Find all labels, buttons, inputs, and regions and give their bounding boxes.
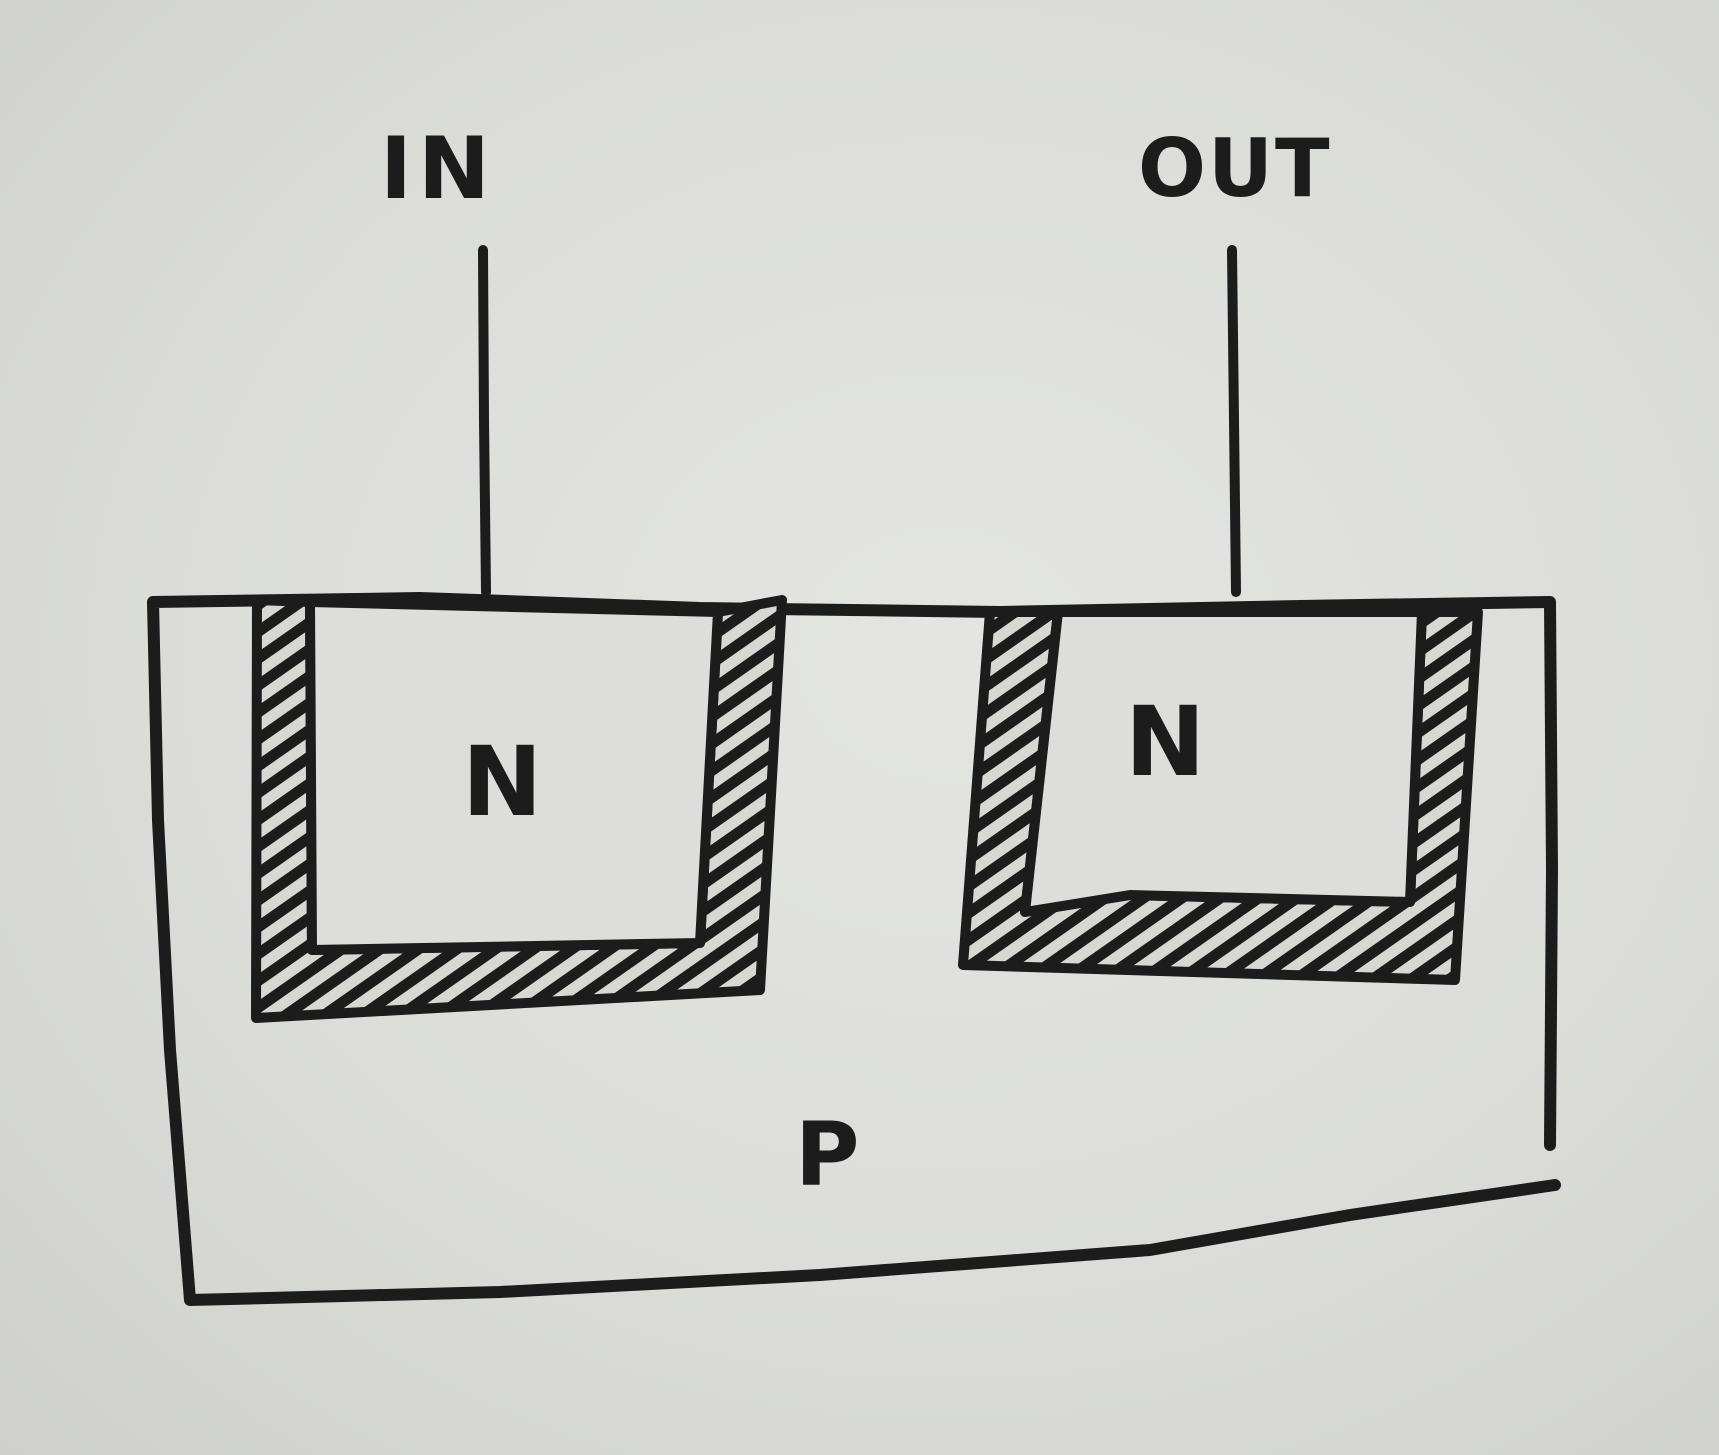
left-n-well-inner — [305, 597, 723, 955]
p-substrate-label: P — [795, 1103, 860, 1206]
left-n-label: N — [462, 726, 542, 838]
output-lead-line — [1227, 245, 1241, 597]
input-lead-line — [478, 245, 491, 597]
right-n-well-inner — [1020, 607, 1427, 917]
output-label: OUT — [1138, 122, 1332, 215]
right-n-label: N — [1125, 686, 1205, 798]
p-substrate-outline — [147, 592, 1561, 1306]
input-label: IN — [380, 119, 496, 219]
